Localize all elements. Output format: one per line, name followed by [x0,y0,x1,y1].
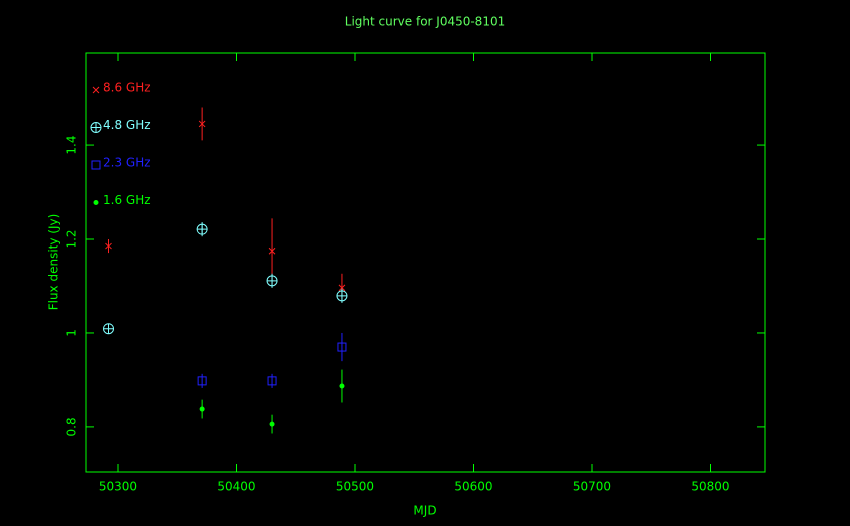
legend-label: 2.3 GHz [103,156,151,170]
x-tick-label: 50400 [217,480,255,494]
plot-frame [85,52,766,473]
data-point [339,383,345,389]
x-tick-label: 50500 [336,480,374,494]
legend-label: 8.6 GHz [103,81,151,95]
data-point [267,376,277,386]
legend-marker [93,200,99,205]
y-tick-label: 1 [65,329,79,337]
data-point [337,342,347,352]
x-tick-label: 50600 [454,480,492,494]
data-point [196,223,208,235]
legend-marker [90,122,102,133]
data-point [199,406,205,412]
data-point [336,290,348,302]
data-point [197,376,207,386]
chart-title: Light curve for J0450-8101 [345,15,505,29]
data-point [266,275,278,287]
legend-label: 4.8 GHz [103,118,151,132]
x-tick-label: 50700 [573,480,611,494]
data-point [105,242,112,250]
legend-label: 1.6 GHz [103,193,151,207]
x-tick-label: 50300 [99,480,137,494]
data-point [269,421,275,427]
legend-marker [91,160,101,170]
data-point [198,120,206,128]
x-tick-label: 50800 [691,480,729,494]
y-tick-label: 1.2 [65,229,79,248]
data-point [103,323,115,335]
y-axis-label: Flux density (Jy) [47,214,61,311]
y-tick-label: 1.4 [65,136,79,155]
x-axis-label: MJD [413,504,436,518]
data-point [338,284,346,292]
y-tick-label: 0.8 [65,417,79,436]
legend-marker [92,86,100,94]
data-point [268,247,276,255]
